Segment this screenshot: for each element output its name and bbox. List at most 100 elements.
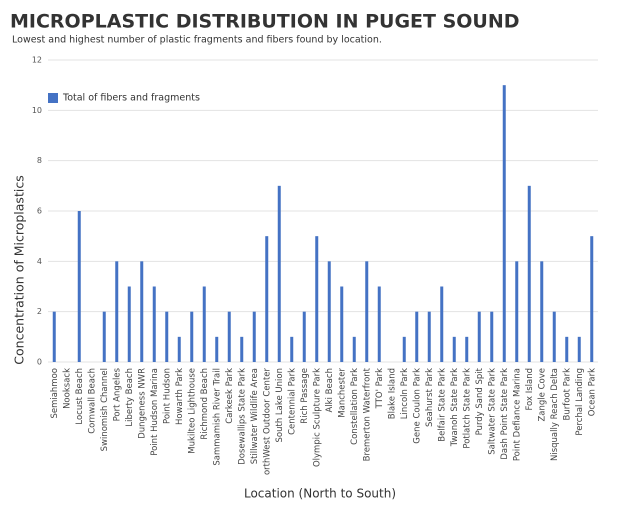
y-tick-label: 4	[37, 257, 42, 266]
x-tick-label: Perchal Landing	[575, 368, 585, 436]
bar	[177, 336, 181, 362]
bar	[240, 336, 244, 362]
x-tick-label: Locust Beach	[75, 368, 85, 425]
bar	[215, 336, 219, 362]
bar	[590, 236, 594, 362]
bar	[302, 311, 306, 362]
x-tick-label: Point Hudson Marina	[150, 368, 160, 456]
x-tick-label: Dash Point State Park	[500, 368, 510, 460]
x-tick-label: Cornwall Beach	[87, 368, 97, 434]
bar	[340, 286, 344, 362]
bar	[77, 211, 81, 362]
bar	[290, 336, 294, 362]
x-tick-label: Saltwater State Park	[487, 368, 497, 455]
x-tick-label: Blake Island	[387, 368, 397, 419]
bar	[265, 236, 269, 362]
bar	[202, 286, 206, 362]
x-tick-label: Dungeness NWR	[137, 368, 147, 439]
bar	[552, 311, 556, 362]
bar	[402, 336, 406, 362]
x-tick-label: Nisqually Reach Delta	[550, 368, 560, 461]
x-tick-label: Twanoh State Park	[450, 368, 460, 447]
x-tick-label: Dosewallips State Park	[237, 368, 247, 465]
y-axis-label: Concentration of Microplastics	[12, 175, 27, 364]
x-tick-label: Purdy Sand Spit	[475, 367, 485, 435]
bar	[577, 336, 581, 362]
y-tick-label: 8	[37, 156, 42, 165]
legend-label: Total of fibers and fragments	[62, 93, 200, 104]
bar	[190, 311, 194, 362]
x-tick-label: Point Hudson	[162, 368, 172, 424]
bar	[427, 311, 431, 362]
x-tick-label: Centennial Park	[287, 368, 297, 435]
bar	[440, 286, 444, 362]
x-tick-label: Carkeek Park	[225, 368, 235, 424]
x-tick-label: Semiahmoo	[50, 368, 60, 419]
x-tick-label: Seahurst Park	[425, 368, 435, 427]
bar	[152, 286, 156, 362]
bar	[565, 336, 569, 362]
bar	[490, 311, 494, 362]
x-tick-label: Swinomish Channel	[100, 368, 110, 451]
y-tick-label: 12	[32, 56, 42, 65]
bar	[315, 236, 319, 362]
x-tick-label: Bremerton Waterfront	[362, 367, 372, 461]
bar	[165, 311, 169, 362]
bar	[52, 311, 56, 362]
x-axis-label: Location (North to South)	[244, 487, 396, 501]
y-tick-label: 10	[32, 106, 42, 115]
x-tick-label: Burfoot Park	[562, 368, 572, 421]
bar	[465, 336, 469, 362]
x-tick-label: Mukilteo Lighthouse	[187, 368, 197, 454]
bar	[352, 336, 356, 362]
bar	[515, 261, 519, 362]
x-tick-label: Liberty Beach	[125, 368, 135, 427]
x-tick-label: Stillwater Wildlife Area	[250, 368, 260, 464]
bar	[477, 311, 481, 362]
bar	[252, 311, 256, 362]
bar	[527, 185, 531, 362]
bar	[502, 85, 506, 363]
x-tick-label: Ocean Park	[587, 368, 597, 416]
x-tick-label: Rich Passage	[300, 368, 310, 424]
x-tick-label: Constellation Park	[350, 368, 360, 445]
x-tick-label: South Lake Union	[275, 368, 285, 442]
bar	[277, 185, 281, 362]
chart-title: MICROPLASTIC DISTRIBUTION IN PUGET SOUND	[10, 11, 520, 33]
x-tick-label: Sammamish River Trail	[212, 368, 222, 466]
bar	[377, 286, 381, 362]
legend-swatch	[48, 93, 58, 103]
x-tick-label: Olympic Sculpture Park	[312, 368, 322, 467]
x-tick-label: TTO' Park	[375, 368, 385, 409]
x-tick-label: Point Defiance Marina	[512, 368, 522, 461]
bar	[365, 261, 369, 362]
x-tick-label: Port Angeles	[112, 367, 122, 421]
x-tick-label: Potlatch State Park	[462, 368, 472, 449]
x-tick-label: Nooksack	[62, 368, 72, 409]
x-tick-label: Manchester	[337, 368, 347, 418]
bar	[140, 261, 144, 362]
bar	[415, 311, 419, 362]
x-tick-label: Lincoln Park	[400, 368, 410, 419]
x-tick-label: Belfair State Park	[437, 368, 447, 442]
x-tick-label: Howarth Park	[175, 368, 185, 425]
bar	[115, 261, 119, 362]
y-tick-label: 0	[37, 358, 42, 367]
bar	[540, 261, 544, 362]
x-tick-label: Fox Island	[525, 368, 535, 411]
x-tick-label: Richmond Beach	[200, 368, 210, 440]
x-tick-label: Gene Coulon Park	[412, 368, 422, 444]
y-tick-label: 6	[37, 207, 42, 216]
bar	[102, 311, 106, 362]
x-tick-label: Alki Beach	[325, 368, 335, 413]
bar	[127, 286, 131, 362]
x-tick-label: orthWest Outdoor Center	[262, 367, 272, 475]
y-tick-label: 2	[37, 307, 42, 316]
chart-subtitle: Lowest and highest number of plastic fra…	[12, 35, 382, 46]
bar	[452, 336, 456, 362]
bar	[227, 311, 231, 362]
x-tick-label: Zangle Cove	[537, 368, 547, 422]
bar	[327, 261, 331, 362]
